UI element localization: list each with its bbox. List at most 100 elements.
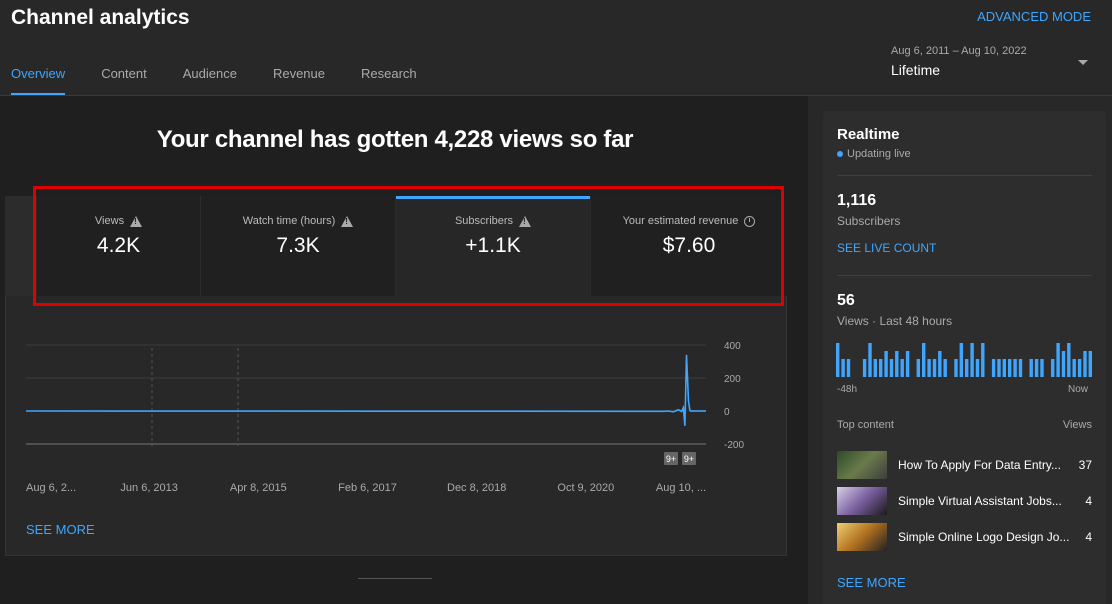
view-bar <box>1040 359 1044 377</box>
view-bar <box>1008 359 1012 377</box>
view-bar <box>862 359 867 377</box>
subscribers-line-chart[interactable]: 400 200 0 -200 Aug 6, 2... Jun 6, 2013 Apr 8, … <box>0 330 790 500</box>
view-bar <box>1088 351 1092 377</box>
view-bar <box>975 359 980 377</box>
scroll-handle[interactable] <box>358 578 432 579</box>
metric-label: Watch time (hours) <box>242 215 336 227</box>
view-bar <box>841 359 845 377</box>
view-bar <box>991 359 996 377</box>
warning-icon <box>519 215 532 227</box>
metric-tiles: Views 4.2K Watch time (hours) 7.3K Subsc… <box>5 196 787 296</box>
metric-tile-watch-time[interactable]: Watch time (hours) 7.3K <box>201 196 395 296</box>
annotation-badge <box>682 452 696 465</box>
date-range-dates: Aug 6, 2011 – Aug 10, 2022 <box>891 45 1027 57</box>
top-content-row[interactable]: Simple Virtual Assistant Jobs... 4 <box>837 486 1092 516</box>
date-range-selector[interactable]: Aug 6, 2011 – Aug 10, 2022 Lifetime <box>891 45 1027 78</box>
view-bar <box>1034 359 1039 377</box>
view-bar <box>922 343 926 377</box>
view-bar <box>1056 343 1060 377</box>
view-bar <box>884 351 888 377</box>
top-content-label: Top content <box>837 419 894 431</box>
views-column-label: Views <box>1062 419 1092 431</box>
annotation-badge-label: 9+ <box>666 454 676 464</box>
view-bar <box>836 343 840 377</box>
view-bar <box>1051 359 1055 377</box>
page-title: Channel analytics <box>11 6 190 29</box>
divider <box>837 275 1092 276</box>
axis-start-label: -48h <box>837 384 858 395</box>
warning-icon <box>130 215 143 227</box>
subscriber-label: Subscribers <box>837 214 901 228</box>
metric-label: Views <box>94 215 125 227</box>
view-bar <box>916 359 920 377</box>
views-count: 56 <box>837 292 855 309</box>
x-tick-label: Feb 6, 2017 <box>338 482 397 494</box>
top-content-row[interactable]: How To Apply For Data Entry... 37 <box>837 450 1092 480</box>
x-tick-label: Aug 10, ... <box>656 482 706 494</box>
top-content-header: Top content Views <box>837 419 1092 431</box>
tab-revenue[interactable]: Revenue <box>272 66 325 81</box>
view-bar <box>954 359 958 377</box>
view-bar <box>1072 359 1076 377</box>
y-tick-label: 0 <box>724 407 730 418</box>
view-bar <box>981 343 985 377</box>
live-status-text: Updating live <box>847 148 911 160</box>
view-bar <box>900 359 904 377</box>
metric-label: Your estimated revenue <box>622 215 739 227</box>
tab-bar: Overview Content Audience Revenue Resear… <box>11 66 453 96</box>
advanced-mode-link[interactable]: ADVANCED MODE <box>977 9 1091 24</box>
view-bar <box>879 359 883 377</box>
see-more-top-content-button[interactable]: SEE MORE <box>837 575 906 590</box>
realtime-views-bar-chart[interactable] <box>835 339 1093 377</box>
header-divider <box>0 95 1112 96</box>
x-tick-label: Dec 8, 2018 <box>447 482 506 494</box>
live-dot-icon <box>837 151 843 157</box>
annotation-badge-label: 9+ <box>684 454 694 464</box>
see-live-count-button[interactable]: SEE LIVE COUNT <box>837 241 937 255</box>
tab-content[interactable]: Content <box>101 66 147 81</box>
y-tick-label: 200 <box>724 374 741 385</box>
view-bar <box>895 351 899 377</box>
y-tick-label: -200 <box>724 440 744 451</box>
x-tick-label: Jun 6, 2013 <box>120 482 178 494</box>
video-thumbnail <box>837 523 887 551</box>
view-bar <box>1061 351 1066 377</box>
view-bar <box>959 343 963 377</box>
video-views: 37 <box>1078 458 1092 472</box>
video-thumbnail <box>837 487 887 515</box>
overview-headline: Your channel has gotten 4,228 views so f… <box>156 126 634 153</box>
dropdown-arrow-icon[interactable] <box>1078 60 1088 65</box>
date-range-label: Lifetime <box>891 62 941 78</box>
tab-overview[interactable]: Overview <box>11 66 66 96</box>
metric-value: +1.1K <box>465 234 521 257</box>
x-tick-label: Aug 6, 2... <box>26 482 76 494</box>
metric-tile-revenue[interactable]: Your estimated revenue $7.60 <box>591 196 787 296</box>
view-bar <box>927 359 931 377</box>
views-label: Views · Last 48 hours <box>837 314 953 328</box>
view-bar <box>997 359 1001 377</box>
tab-research[interactable]: Research <box>361 66 417 81</box>
video-views: 4 <box>1085 530 1092 544</box>
view-bar <box>1083 351 1087 377</box>
metric-value: 7.3K <box>276 234 320 257</box>
subscribers-series-line <box>25 354 691 426</box>
see-more-button[interactable]: SEE MORE <box>26 522 95 537</box>
video-title: Simple Virtual Assistant Jobs... <box>898 494 1062 508</box>
metric-tile-subscribers[interactable]: Subscribers +1.1K <box>396 196 590 296</box>
metric-value: $7.60 <box>662 234 716 257</box>
video-thumbnail <box>837 451 887 479</box>
video-views: 4 <box>1085 494 1092 508</box>
metric-tile-views[interactable]: Views 4.2K <box>37 196 200 296</box>
top-content-row[interactable]: Simple Online Logo Design Jo... 4 <box>837 522 1092 552</box>
view-bar <box>905 351 910 377</box>
view-bar <box>1002 359 1006 377</box>
view-bar <box>970 343 974 377</box>
video-title: How To Apply For Data Entry... <box>898 458 1061 472</box>
live-status: Updating live <box>837 148 911 160</box>
view-bar <box>1077 359 1082 377</box>
view-bar <box>943 359 947 377</box>
tab-audience[interactable]: Audience <box>182 66 237 81</box>
view-bar <box>1018 359 1023 377</box>
metric-value: 4.2K <box>96 234 141 257</box>
clock-icon <box>744 215 756 227</box>
